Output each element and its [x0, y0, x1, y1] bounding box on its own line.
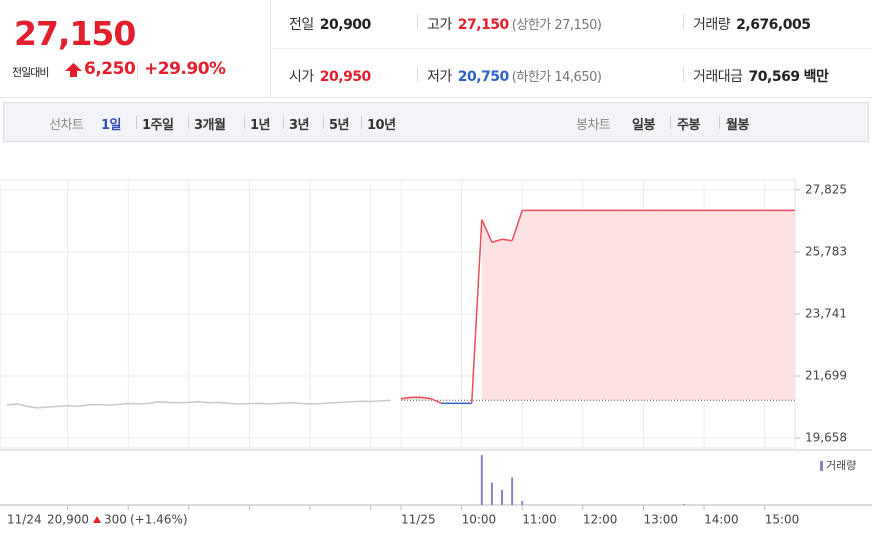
price-segment [430, 398, 442, 405]
stat-unit: 백만 [803, 69, 829, 85]
separator [670, 116, 671, 129]
volume-bar [511, 477, 514, 505]
price-line [6, 399, 391, 409]
stat-label: 거래대금 [693, 69, 743, 85]
period-button[interactable]: 10년 [367, 118, 396, 133]
separator [244, 116, 245, 129]
period-button[interactable]: 1년 [250, 118, 271, 133]
separator [719, 116, 720, 129]
up-arrow-icon [65, 63, 82, 77]
prev-change-pct: (+1.46%) [130, 513, 188, 527]
volume-bar [480, 455, 483, 505]
period-button[interactable]: 3개월 [194, 118, 226, 133]
candle-period-button[interactable]: 일봉 [632, 118, 655, 133]
chart-toolbar: 선차트 봉차트 1일 1주일 3개월 1년 3년 5년 10년 일봉 주봉 월봉 [3, 102, 869, 142]
candle-period-button[interactable]: 월봉 [726, 118, 749, 133]
separator [136, 116, 137, 129]
prev-change: 300 [104, 513, 127, 527]
y-tick-label: 25,783 [805, 244, 847, 258]
change-value: 6,250 [84, 59, 136, 79]
stat-note: (하한가 14,650) [511, 70, 602, 85]
stat: 거래량 2,676,005 [693, 14, 811, 34]
price-segment [511, 210, 523, 242]
volume-bar [682, 504, 685, 505]
stat-value: 20,900 [319, 17, 372, 33]
price-segment [421, 396, 432, 400]
stat-value: 70,569 [748, 69, 801, 85]
period-button[interactable]: 1주일 [142, 118, 174, 133]
prev-close: 20,900 [47, 513, 89, 527]
x-tick-label: 15:00 [765, 513, 800, 527]
x-tick-label: 13:00 [643, 513, 678, 527]
stat: 고가 27,150 (상한가 27,150) [427, 14, 602, 34]
stat-label: 저가 [427, 69, 452, 85]
change-label: 전일대비 [12, 66, 49, 79]
price-segment [491, 238, 503, 244]
line-chart-label: 선차트 [49, 118, 84, 133]
volume-bar [490, 482, 493, 505]
stat-label: 전일 [289, 17, 314, 33]
x-tick-label: 11/24 [7, 513, 42, 527]
stat-label: 고가 [427, 17, 452, 33]
change-percent: +29.90% [144, 59, 226, 79]
stat-note: (상한가 27,150) [511, 18, 602, 33]
y-tick-label: 19,658 [805, 431, 847, 445]
volume-bar [501, 490, 504, 505]
y-tick-label: 23,741 [805, 306, 847, 320]
y-tick-label: 21,699 [805, 369, 847, 383]
separator [323, 116, 324, 129]
stat: 거래대금 70,569 백만 [693, 66, 829, 86]
separator [188, 116, 189, 129]
price-segment [400, 396, 412, 400]
price-segment [501, 238, 513, 242]
stat-label: 거래량 [693, 17, 731, 33]
candle-period-button[interactable]: 주봉 [677, 118, 700, 133]
stat: 저가 20,750 (하한가 14,650) [427, 66, 602, 86]
up-triangle [93, 516, 101, 523]
x-tick-label: 10:00 [462, 513, 497, 527]
price-segment [470, 219, 483, 404]
stat-value: 20,750 [457, 69, 510, 85]
stat-label: 시가 [289, 69, 314, 85]
candle-chart-label: 봉차트 [576, 118, 611, 133]
separator [283, 116, 284, 129]
price-area [481, 210, 795, 401]
x-tick-label: 11:00 [522, 513, 557, 527]
period-button[interactable]: 1일 [101, 118, 122, 133]
x-tick-label: 14:00 [704, 513, 739, 527]
stat-value: 20,950 [319, 69, 372, 85]
volume-bar [521, 501, 524, 505]
stat-value: 2,676,005 [736, 17, 811, 33]
stat-value: 27,150 [457, 17, 510, 33]
x-tick-label: 12:00 [583, 513, 618, 527]
current-price: 27,150 [14, 14, 136, 53]
x-tick-label: 11/25 [401, 513, 436, 527]
period-button[interactable]: 5년 [329, 118, 350, 133]
stat: 전일 20,900 [289, 14, 371, 34]
period-button[interactable]: 3년 [289, 118, 310, 133]
y-tick-label: 27,825 [805, 182, 847, 196]
separator [361, 116, 362, 129]
price-segment [481, 219, 493, 243]
stat: 시가 20,950 [289, 66, 371, 86]
legend-label: 거래량 [826, 459, 856, 472]
legend-swatch [820, 461, 823, 471]
quote-header: 27,150 전일대비 6,250 +29.90% [0, 0, 872, 98]
